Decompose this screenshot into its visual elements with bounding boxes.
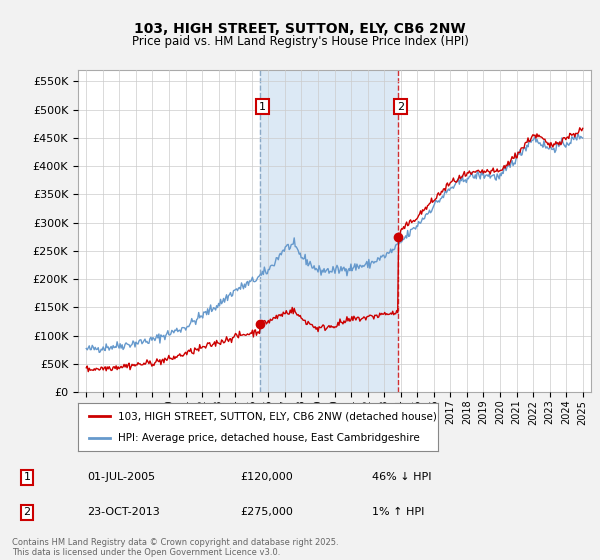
- Text: £120,000: £120,000: [240, 472, 293, 482]
- Text: 1% ↑ HPI: 1% ↑ HPI: [372, 507, 424, 517]
- Text: 46% ↓ HPI: 46% ↓ HPI: [372, 472, 431, 482]
- Text: 01-JUL-2005: 01-JUL-2005: [87, 472, 155, 482]
- Text: 2: 2: [397, 102, 404, 111]
- Text: 23-OCT-2013: 23-OCT-2013: [87, 507, 160, 517]
- Text: 2: 2: [23, 507, 31, 517]
- Text: 1: 1: [23, 472, 31, 482]
- Text: Price paid vs. HM Land Registry's House Price Index (HPI): Price paid vs. HM Land Registry's House …: [131, 35, 469, 48]
- Text: £275,000: £275,000: [240, 507, 293, 517]
- Text: 1: 1: [259, 102, 266, 111]
- Text: 103, HIGH STREET, SUTTON, ELY, CB6 2NW (detached house): 103, HIGH STREET, SUTTON, ELY, CB6 2NW (…: [118, 411, 436, 421]
- Text: HPI: Average price, detached house, East Cambridgeshire: HPI: Average price, detached house, East…: [118, 433, 419, 443]
- Text: 103, HIGH STREET, SUTTON, ELY, CB6 2NW: 103, HIGH STREET, SUTTON, ELY, CB6 2NW: [134, 22, 466, 36]
- Text: Contains HM Land Registry data © Crown copyright and database right 2025.
This d: Contains HM Land Registry data © Crown c…: [12, 538, 338, 557]
- Bar: [260, 70, 398, 392]
